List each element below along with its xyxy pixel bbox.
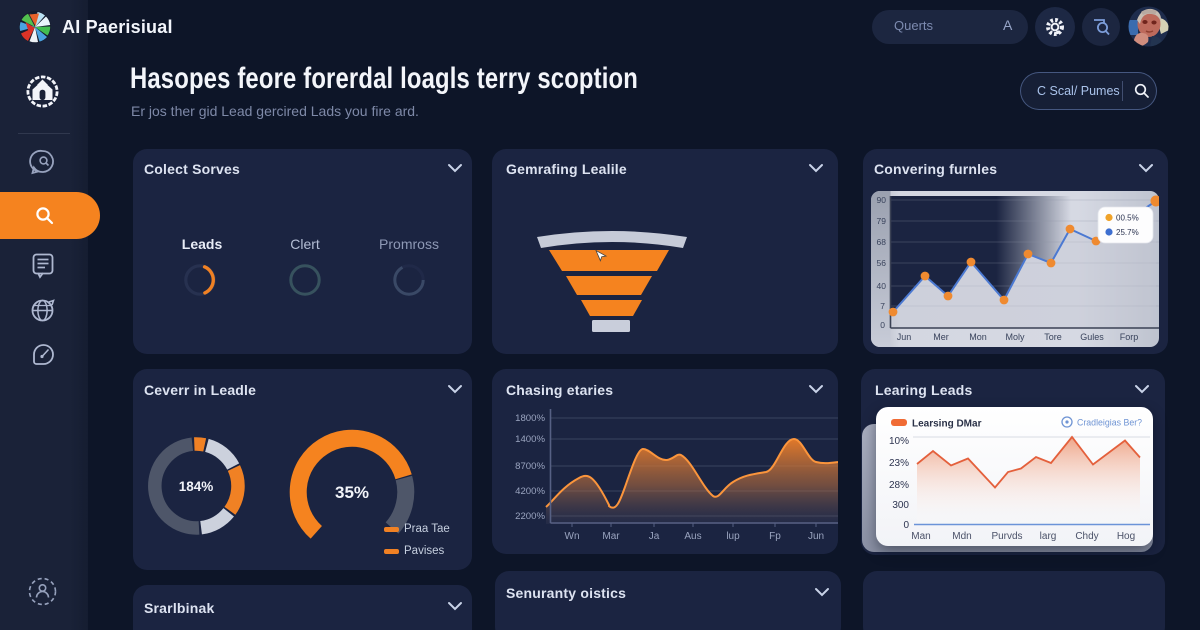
- svg-text:00.5%: 00.5%: [1116, 214, 1139, 223]
- svg-text:28%: 28%: [889, 480, 909, 491]
- svg-text:Wn: Wn: [565, 531, 580, 542]
- svg-text:10%: 10%: [889, 436, 909, 447]
- svg-text:Purvds: Purvds: [991, 531, 1022, 542]
- svg-text:lup: lup: [726, 531, 740, 542]
- svg-text:Forp: Forp: [1120, 332, 1139, 342]
- svg-text:Man: Man: [911, 531, 930, 542]
- svg-text:Aus: Aus: [684, 531, 701, 542]
- svg-text:Jun: Jun: [808, 531, 824, 542]
- svg-text:Fp: Fp: [769, 531, 781, 542]
- svg-text:68: 68: [877, 237, 887, 247]
- svg-text:Mar: Mar: [602, 531, 620, 542]
- svg-text:0: 0: [880, 320, 885, 330]
- svg-text:40: 40: [877, 281, 887, 291]
- svg-text:25.7%: 25.7%: [1116, 228, 1139, 237]
- svg-text:4200%: 4200%: [515, 486, 545, 497]
- svg-text:Learsing DMar: Learsing DMar: [912, 419, 982, 430]
- svg-text:0: 0: [903, 520, 909, 531]
- svg-text:23%: 23%: [889, 458, 909, 469]
- svg-text:2200%: 2200%: [515, 511, 545, 522]
- svg-text:Moly: Moly: [1005, 332, 1025, 342]
- svg-text:300: 300: [892, 500, 909, 511]
- svg-text:Tore: Tore: [1044, 332, 1062, 342]
- svg-text:Chdy: Chdy: [1075, 531, 1098, 542]
- svg-text:Hog: Hog: [1117, 531, 1135, 542]
- svg-text:Mon: Mon: [969, 332, 987, 342]
- svg-text:8700%: 8700%: [515, 461, 545, 472]
- svg-text:1400%: 1400%: [515, 434, 545, 445]
- svg-text:79: 79: [877, 216, 887, 226]
- svg-text:56: 56: [877, 258, 887, 268]
- svg-text:Jun: Jun: [897, 332, 912, 342]
- svg-text:7: 7: [880, 301, 885, 311]
- svg-text:Gules: Gules: [1080, 332, 1104, 342]
- svg-text:90: 90: [877, 195, 887, 205]
- svg-text:Ja: Ja: [649, 531, 660, 542]
- svg-text:Mer: Mer: [933, 332, 949, 342]
- svg-text:larg: larg: [1040, 531, 1057, 542]
- svg-text:Cradleigias Ber?: Cradleigias Ber?: [1077, 418, 1142, 428]
- svg-text:Mdn: Mdn: [952, 531, 971, 542]
- svg-text:1800%: 1800%: [515, 413, 545, 424]
